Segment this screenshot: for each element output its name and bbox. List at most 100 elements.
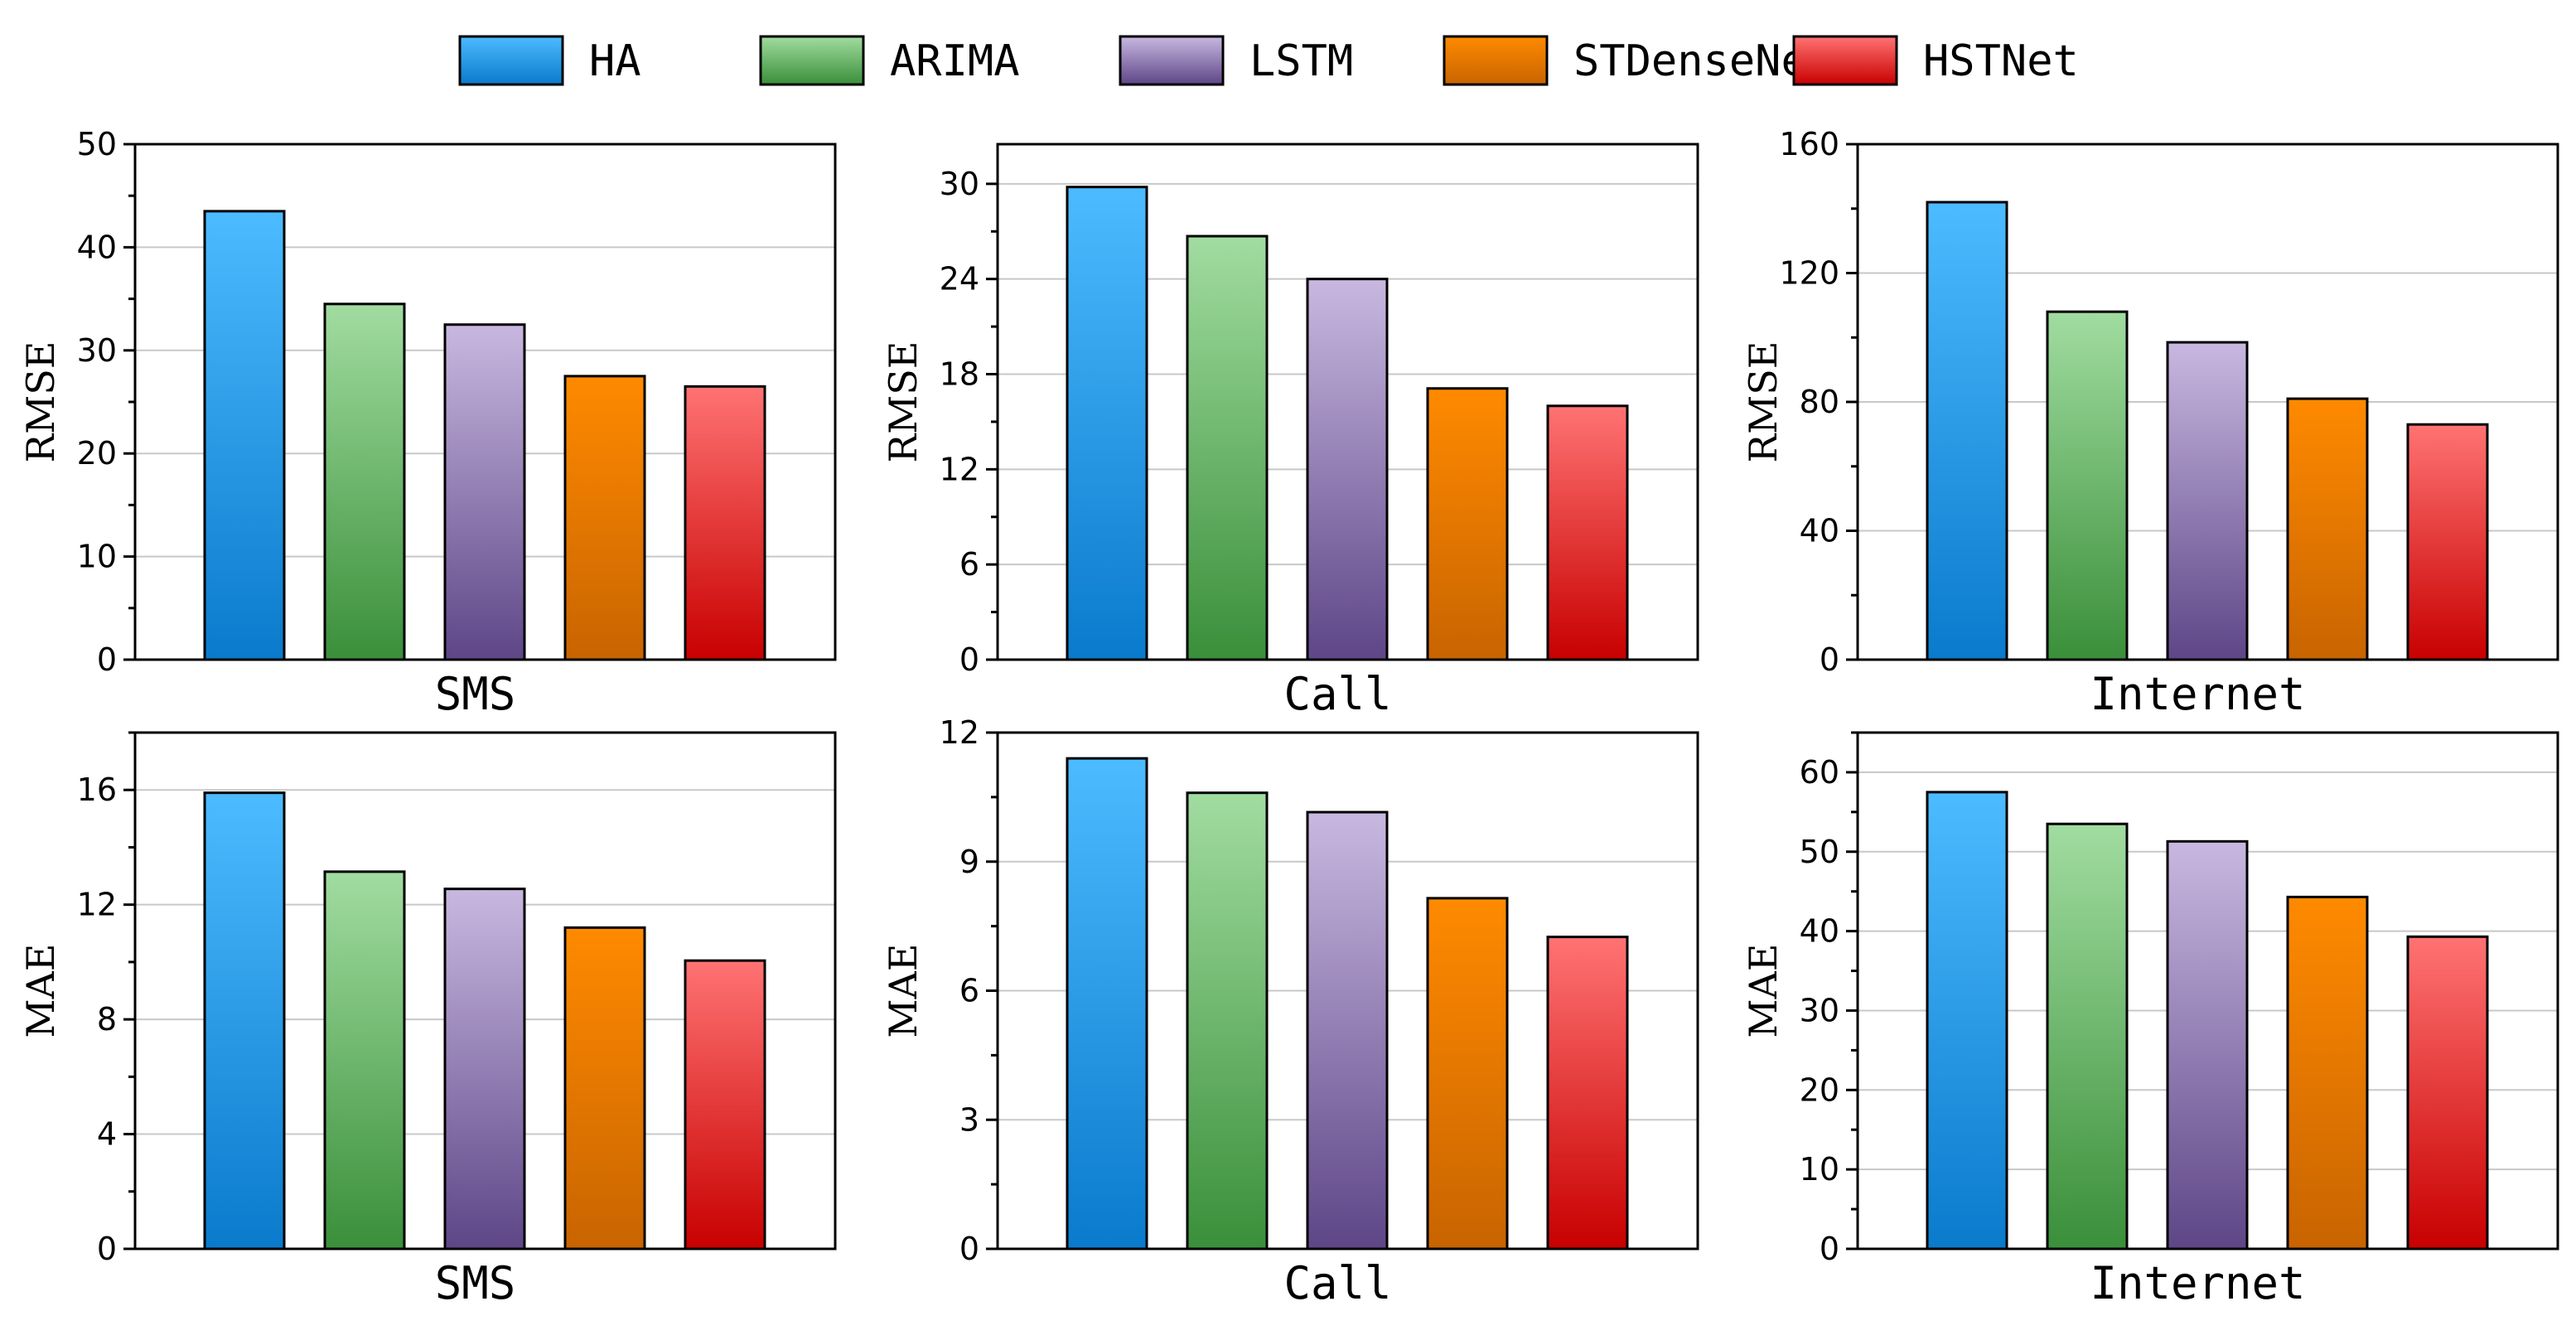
y-tick-label: 0 [959,641,979,678]
bar-stdensenet [1426,387,1509,661]
legend: HA ARIMA LSTM STDenseNet HSTNet [458,35,2079,86]
legend-item-stdensenet: STDenseNet [1443,35,1833,86]
x-axis-title: Call [1283,1257,1391,1309]
panel-mae-internet: 0 10 20 30 40 50 60 MAE Internet [1741,731,2559,1309]
bar-lstm [443,323,526,661]
bar-stdensenet [2286,895,2369,1251]
legend-label-lstm: LSTM [1249,36,1353,86]
y-tick-label: 6 [959,546,979,583]
bar-arima [323,870,406,1251]
panel-rmse-sms: 0 10 20 30 40 50 RMSE SMS [18,126,837,720]
x-axis-title: Internet [2090,668,2305,720]
y-axis-title: MAE [881,944,926,1038]
y-tick-label: 160 [1779,126,1839,162]
bar-lstm [443,888,526,1251]
y-tick-label: 10 [77,539,117,575]
plot-frame [996,143,1699,661]
y-tick-label: 120 [1779,255,1839,292]
bar-hstnet [2406,935,2489,1251]
y-tick-label: 50 [1800,834,1839,870]
legend-item-lstm: LSTM [1119,35,1353,86]
y-tick-label: 24 [940,261,979,298]
y-tick-label: 50 [77,126,117,162]
y-axis-title: RMSE [881,341,926,463]
y-tick-label: 30 [940,166,979,202]
bar-stdensenet [1426,897,1509,1251]
legend-swatch-lstm [1119,35,1225,86]
y-tick-label: 12 [77,887,117,923]
y-axis-title: MAE [1741,944,1786,1038]
y-tick-label: 9 [959,844,979,880]
y-tick-label: 6 [959,973,979,1009]
legend-label-hstnet: HSTNet [1923,36,2079,86]
panel-rmse-call: 0 6 12 18 24 30 RMSE Call [881,143,1699,720]
bar-ha [1066,757,1148,1251]
y-tick-label: 16 [77,772,117,808]
legend-label-stdensenet: STDenseNet [1573,36,1833,86]
y-tick-label: 12 [940,451,979,487]
y-tick-label: 40 [1800,513,1839,549]
legend-swatch-ha [458,35,564,86]
bar-stdensenet [2286,397,2369,661]
y-tick-label: 3 [959,1101,979,1138]
y-tick-label: 4 [97,1116,117,1153]
y-tick-label: 0 [97,1231,117,1267]
bar-hstnet [684,385,766,661]
bar-ha [1926,201,2008,661]
bar-lstm [2166,341,2249,661]
legend-swatch-hstnet [1792,35,1898,86]
x-axis-title: Call [1283,668,1391,720]
y-tick-label: 0 [1820,1231,1839,1267]
plot-frame [133,731,837,1251]
bar-arima [1186,235,1269,661]
y-tick-label: 30 [77,332,117,369]
legend-label-ha: HA [589,36,641,86]
bar-hstnet [684,959,766,1251]
legend-label-arima: ARIMA [890,36,1020,86]
legend-item-arima: ARIMA [759,35,1020,86]
y-tick-label: 0 [959,1231,979,1267]
y-tick-label: 0 [1820,641,1839,678]
bar-stdensenet [563,375,646,661]
y-tick-label: 8 [97,1001,117,1038]
plot-frame [1856,731,2559,1251]
bar-lstm [1306,278,1389,661]
y-tick-label: 80 [1800,384,1839,420]
y-tick-label: 60 [1800,754,1839,791]
bar-lstm [1306,810,1389,1251]
legend-swatch-stdensenet [1443,35,1549,86]
y-tick-label: 12 [940,714,979,751]
y-tick-label: 20 [77,435,117,472]
bar-ha [1066,186,1148,661]
legend-swatch-arima [759,35,865,86]
y-axis-title: RMSE [18,341,63,463]
y-tick-label: 0 [97,641,117,678]
panel-rmse-internet: 0 40 80 120 160 RMSE Internet [1741,126,2559,720]
bar-arima [1186,791,1269,1251]
bar-ha [203,791,286,1251]
y-tick-label: 40 [77,229,117,265]
bar-hstnet [1546,936,1629,1251]
bar-arima [323,302,406,661]
bar-stdensenet [563,926,646,1251]
bar-arima [2046,310,2129,661]
y-axis-title: MAE [18,944,63,1038]
x-axis-title: SMS [435,668,516,720]
chart-panels: 01020304050RMSESMS0612182430RMSECall0408… [18,126,2559,1309]
bar-ha [1926,791,2008,1251]
x-axis-title: Internet [2090,1257,2305,1309]
bar-lstm [2166,839,2249,1251]
bar-hstnet [1546,404,1629,661]
y-tick-label: 20 [1800,1072,1839,1108]
x-axis-title: SMS [435,1257,516,1309]
y-tick-label: 30 [1800,992,1839,1028]
legend-item-ha: HA [458,35,641,86]
legend-item-hstnet: HSTNet [1792,35,2079,86]
y-tick-label: 18 [940,356,979,393]
bar-arima [2046,822,2129,1251]
panel-mae-sms: 0 4 8 12 16 MAE SMS [18,731,837,1309]
y-axis-title: RMSE [1741,341,1786,463]
y-tick-label: 40 [1800,913,1839,950]
y-tick-label: 10 [1800,1151,1839,1188]
